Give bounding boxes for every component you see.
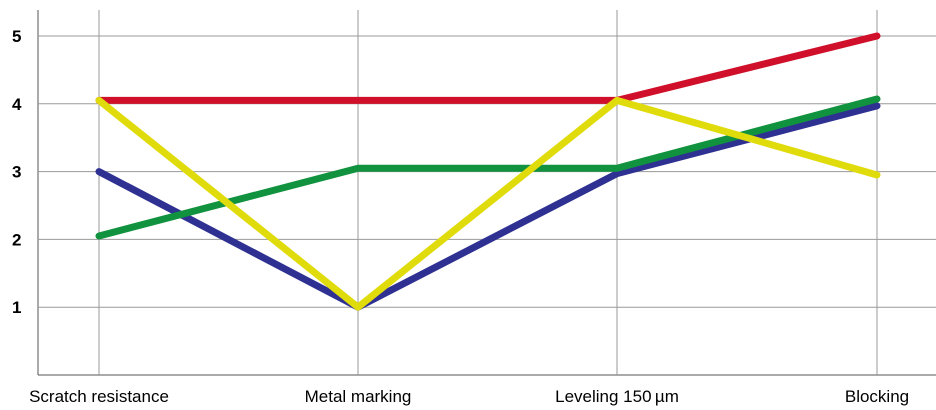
x-tick-label: Leveling 150 µm bbox=[555, 387, 679, 406]
series-line-3 bbox=[95, 95, 881, 240]
x-tick-label: Blocking bbox=[845, 387, 909, 406]
y-tick-label: 3 bbox=[12, 163, 21, 182]
y-tick-label: 1 bbox=[12, 298, 21, 317]
x-axis-ticks: Scratch resistance Metal marking Leveling … bbox=[29, 387, 909, 406]
y-tick-label: 4 bbox=[12, 95, 22, 114]
y-tick-label: 5 bbox=[12, 27, 21, 46]
grid bbox=[37, 10, 936, 376]
series-line-1 bbox=[95, 32, 881, 104]
y-axis-ticks: 1 2 3 4 5 bbox=[12, 27, 22, 317]
series-line-4 bbox=[95, 96, 881, 311]
series-group bbox=[95, 32, 881, 311]
y-tick-label: 2 bbox=[12, 230, 21, 249]
x-tick-label: Scratch resistance bbox=[29, 387, 169, 406]
x-tick-label: Metal marking bbox=[305, 387, 412, 406]
